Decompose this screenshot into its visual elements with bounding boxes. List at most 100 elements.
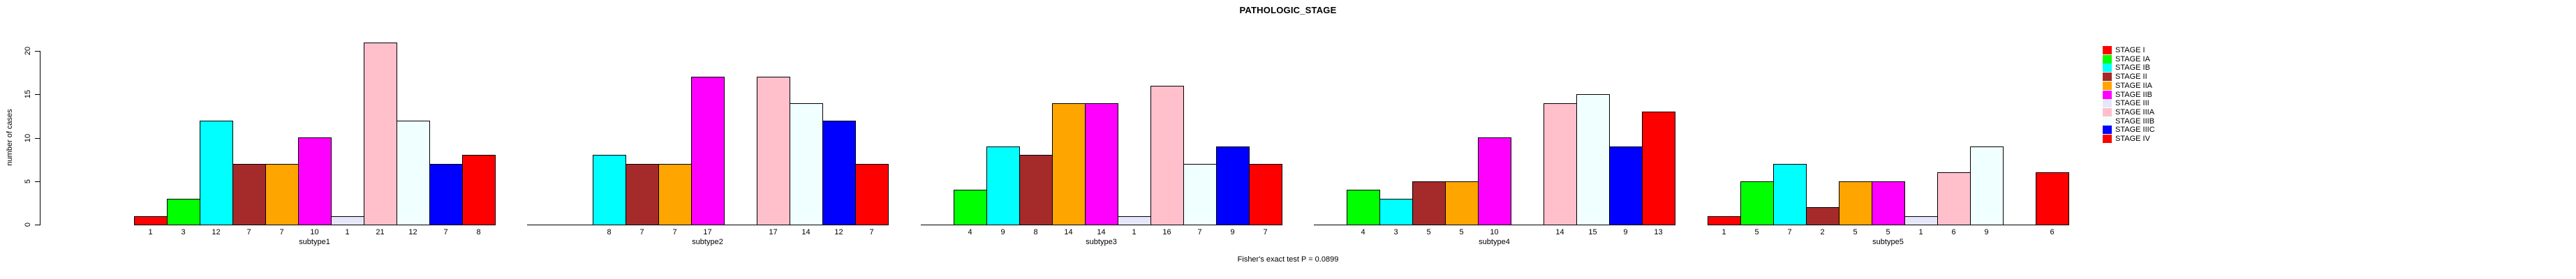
- bar-subtype2-stage-iia: [658, 164, 692, 225]
- bar-subtype4-stage-iiia: [1544, 103, 1577, 225]
- bar-subtype5-stage-ib: [1773, 164, 1807, 225]
- legend-swatch: [2103, 108, 2112, 116]
- bar-value-label: 15: [1588, 228, 1597, 236]
- bar-subtype1-stage-iv: [462, 155, 496, 225]
- bar-subtype2-stage-iiia: [757, 77, 790, 225]
- legend-swatch: [2103, 99, 2112, 107]
- subplot-title-subtype5: subtype5: [1872, 238, 1904, 246]
- bar-value-label: 12: [212, 228, 221, 236]
- bar-subtype2-stage-ib: [593, 155, 626, 225]
- bar-value-label: 1: [148, 228, 153, 236]
- bar-subtype1-stage-ii: [232, 164, 266, 225]
- bar-subtype5-stage-iia: [1839, 181, 1872, 225]
- bar-value-label: 14: [1097, 228, 1106, 236]
- legend-swatch: [2103, 73, 2112, 81]
- bar-subtype4-stage-ii: [1412, 181, 1446, 225]
- bar-subtype4-stage-iiib: [1576, 94, 1610, 225]
- y-tick-label: 5: [24, 179, 32, 184]
- bar-subtype1-stage-ib: [200, 121, 233, 225]
- bar-subtype5-stage-i: [1708, 216, 1741, 225]
- bar-value-label: 10: [1490, 228, 1499, 236]
- bar-subtype3-stage-ib: [986, 146, 1020, 225]
- bar-value-label: 4: [968, 228, 972, 236]
- bar-value-label: 7: [672, 228, 677, 236]
- bar-subtype1-stage-iiib: [397, 121, 430, 225]
- legend-label: STAGE IIB: [2115, 91, 2152, 99]
- bar-subtype4-stage-iiic: [1609, 146, 1643, 225]
- bar-value-label: 5: [1853, 228, 1858, 236]
- subplot-title-subtype2: subtype2: [692, 238, 723, 246]
- footer-annotation: Fisher's exact test P = 0.0899: [1237, 255, 1339, 264]
- bar-value-label: 9: [1984, 228, 1989, 236]
- bar-subtype3-stage-iv: [1249, 164, 1282, 225]
- y-tick: [35, 51, 40, 52]
- bar-value-label: 7: [1197, 228, 1202, 236]
- bar-value-label: 14: [1555, 228, 1564, 236]
- bar-subtype2-stage-iib: [691, 77, 725, 225]
- legend-label: STAGE IIIA: [2115, 108, 2155, 116]
- legend-swatch: [2103, 46, 2112, 54]
- bar-value-label: 7: [246, 228, 251, 236]
- legend-swatch: [2103, 63, 2112, 72]
- bar-value-label: 3: [1393, 228, 1398, 236]
- bar-subtype5-stage-iib: [1872, 181, 1905, 225]
- legend-label: STAGE IIIB: [2115, 117, 2155, 126]
- bar-subtype4-stage-iib: [1478, 137, 1511, 225]
- bar-value-label: 7: [639, 228, 644, 236]
- bar-subtype5-stage-iv: [2036, 172, 2069, 225]
- bar-value-label: 5: [1426, 228, 1431, 236]
- chart-title: PATHOLOGIC_STAGE: [1239, 5, 1337, 15]
- y-tick: [35, 138, 40, 139]
- legend-swatch: [2103, 117, 2112, 126]
- legend-label: STAGE I: [2115, 46, 2145, 54]
- bar-value-label: 17: [703, 228, 712, 236]
- bar-value-label: 16: [1162, 228, 1171, 236]
- bar-subtype4-stage-iia: [1445, 181, 1479, 225]
- bar-value-label: 1: [1918, 228, 1923, 236]
- bar-value-label: 8: [607, 228, 612, 236]
- bar-value-label: 6: [1951, 228, 1956, 236]
- y-tick-label: 20: [24, 46, 32, 56]
- bar-value-label: 10: [310, 228, 319, 236]
- bar-value-label: 9: [1623, 228, 1628, 236]
- bar-value-label: 5: [1754, 228, 1759, 236]
- bar-subtype4-stage-ia: [1347, 190, 1380, 225]
- bar-subtype5-stage-ii: [1806, 207, 1840, 225]
- bar-subtype1-stage-iiia: [364, 43, 397, 225]
- bar-subtype3-stage-iiic: [1216, 146, 1250, 225]
- legend-label: STAGE IB: [2115, 63, 2150, 72]
- bar-subtype3-stage-iiia: [1150, 86, 1184, 225]
- bar-subtype3-stage-iiib: [1183, 164, 1217, 225]
- bar-value-label: 14: [1064, 228, 1073, 236]
- bar-value-label: 21: [376, 228, 385, 236]
- bar-subtype3-stage-iii: [1118, 216, 1151, 225]
- bar-value-label: 1: [1722, 228, 1726, 236]
- bar-subtype1-stage-iiic: [429, 164, 463, 225]
- bar-value-label: 1: [1132, 228, 1137, 236]
- legend-label: STAGE IIA: [2115, 82, 2152, 90]
- y-tick-label: 0: [24, 222, 32, 227]
- legend-swatch: [2103, 82, 2112, 90]
- bar-value-label: 3: [181, 228, 186, 236]
- bar-value-label: 9: [1000, 228, 1005, 236]
- bar-value-label: 7: [869, 228, 874, 236]
- bar-value-label: 1: [345, 228, 350, 236]
- bar-subtype3-stage-ia: [954, 190, 987, 225]
- bar-subtype4-stage-iv: [1642, 112, 1675, 225]
- bar-subtype2-stage-iv: [855, 164, 889, 225]
- bar-subtype1-stage-iib: [298, 137, 332, 225]
- bar-value-label: 8: [476, 228, 481, 236]
- subplot-title-subtype3: subtype3: [1086, 238, 1117, 246]
- bar-subtype3-stage-ii: [1019, 155, 1053, 225]
- bar-subtype1-stage-ia: [167, 199, 200, 225]
- bar-subtype3-stage-iia: [1052, 103, 1086, 225]
- bar-value-label: 12: [834, 228, 843, 236]
- bar-value-label: 17: [769, 228, 778, 236]
- bar-value-label: 12: [408, 228, 417, 236]
- bar-subtype1-stage-i: [134, 216, 168, 225]
- bar-value-label: 8: [1033, 228, 1038, 236]
- bar-value-label: 2: [1820, 228, 1825, 236]
- bar-subtype1-stage-iia: [265, 164, 299, 225]
- legend-label: STAGE III: [2115, 99, 2149, 107]
